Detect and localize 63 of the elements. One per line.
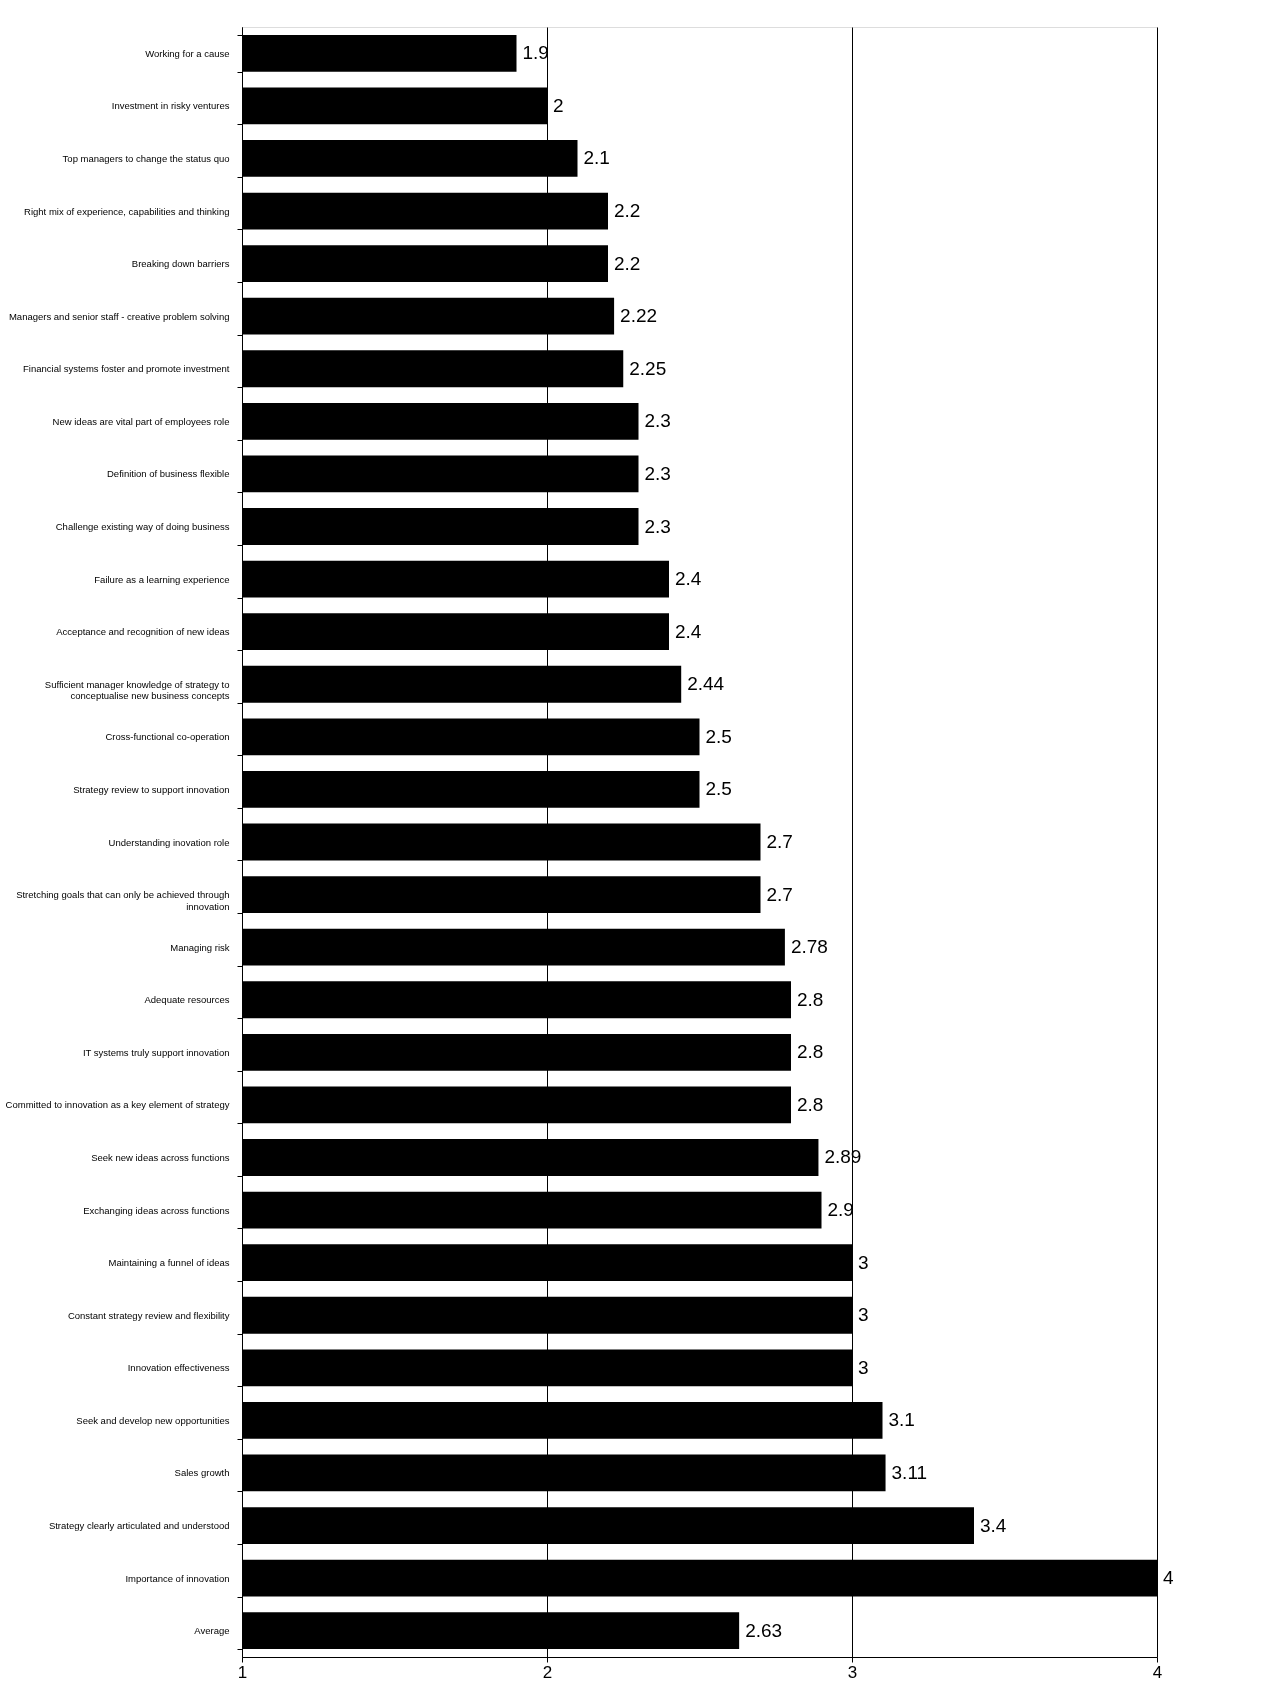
data-label: 3.4 <box>980 1514 1007 1536</box>
data-label: 2.7 <box>766 831 793 852</box>
data-label: 3.11 <box>891 1461 928 1483</box>
data-label: 2.63 <box>745 1619 783 1641</box>
data-label: 2.5 <box>705 725 732 747</box>
data-label: 2.25 <box>629 357 667 379</box>
y-tick-label: Maintaining a funnel of ideas <box>108 1257 230 1269</box>
y-tick-label: Acceptance and recognition of new ideas <box>56 626 230 638</box>
data-label: 2.2 <box>614 252 641 274</box>
y-tick-label: Sales growth <box>174 1467 230 1479</box>
y-tick-label: Strategy clearly articulated and understood <box>48 1520 230 1532</box>
y-tick-label: Adequate resources <box>144 994 230 1006</box>
data-label: 2.5 <box>705 778 732 800</box>
data-label: 2.78 <box>790 936 828 958</box>
data-label: 3 <box>858 1304 869 1326</box>
y-tick-label: Breaking down barriers <box>131 258 230 270</box>
y-tick-label: Managers and senior staff - creative problem solving <box>8 310 230 322</box>
y-tick-label: Exchanging ideas across functions <box>83 1204 230 1216</box>
data-label: 2.3 <box>644 515 671 537</box>
x-tick-label: 3 <box>847 1662 858 1682</box>
y-tick-label: Definition of business flexible <box>106 468 230 480</box>
data-label: 2.3 <box>644 462 671 484</box>
data-label: 2.22 <box>620 305 658 327</box>
y-tick-label: Constant strategy review and flexibility <box>67 1309 230 1321</box>
y-tick-label: Seek and develop new opportunities <box>76 1414 230 1426</box>
y-tick-label: Failure as a learning experience <box>94 573 230 585</box>
y-tick-label: Financial systems foster and promote investment <box>23 363 230 375</box>
y-tick-label: Innovation effectiveness <box>127 1362 230 1374</box>
data-label: 4 <box>1163 1567 1174 1589</box>
data-label: 2.44 <box>687 673 725 695</box>
data-label: 2.4 <box>675 568 702 590</box>
data-label: 2.8 <box>797 988 824 1010</box>
y-tick-label: Sufficient manager knowledge of strategy to conceptualise new business concepts <box>44 678 230 702</box>
x-tick-label: 1 <box>237 1662 248 1682</box>
data-label: 2.1 <box>583 147 610 169</box>
data-label: 2.2 <box>614 200 641 222</box>
data-label: 3 <box>858 1251 869 1273</box>
y-tick-label: IT systems truly support innovation <box>82 1046 230 1058</box>
x-tick-label: 2 <box>542 1662 553 1682</box>
data-label: 2.7 <box>766 883 793 905</box>
y-tick-label: Stretching goals that can only be achieved through innovation <box>16 889 230 912</box>
data-label: 2.8 <box>797 1093 824 1115</box>
y-tick-label: Top managers to change the status quo <box>62 152 230 164</box>
data-label: 2.3 <box>644 410 671 432</box>
y-tick-label: Working for a cause <box>145 47 230 59</box>
data-label: 2.8 <box>797 1041 824 1063</box>
y-tick-label: Investment in risky ventures <box>111 100 230 112</box>
y-tick-label: Cross-functional co-operation <box>105 731 230 743</box>
y-tick-label: Strategy review to support innovation <box>73 783 230 795</box>
y-tick-label: Right mix of experience, capabilities and thinking <box>24 205 230 217</box>
y-tick-label: Seek new ideas across functions <box>91 1151 230 1163</box>
y-tick-label: Understanding inovation role <box>108 836 230 848</box>
y-tick-label: Committed to innovation as a key element of strategy <box>5 1099 230 1111</box>
data-label: 2 <box>553 94 564 116</box>
x-tick-label: 4 <box>1152 1662 1163 1682</box>
y-tick-label: New ideas are vital part of employees role <box>52 415 230 427</box>
y-tick-label: Challenge existing way of doing business <box>55 521 230 533</box>
data-label: 3.1 <box>888 1409 915 1431</box>
y-tick-label: Importance of innovation <box>125 1572 230 1584</box>
data-label: 3 <box>858 1356 869 1378</box>
y-tick-label: Average <box>194 1625 230 1637</box>
y-tick-label: Managing risk <box>170 941 230 953</box>
data-label: 2.4 <box>675 620 702 642</box>
